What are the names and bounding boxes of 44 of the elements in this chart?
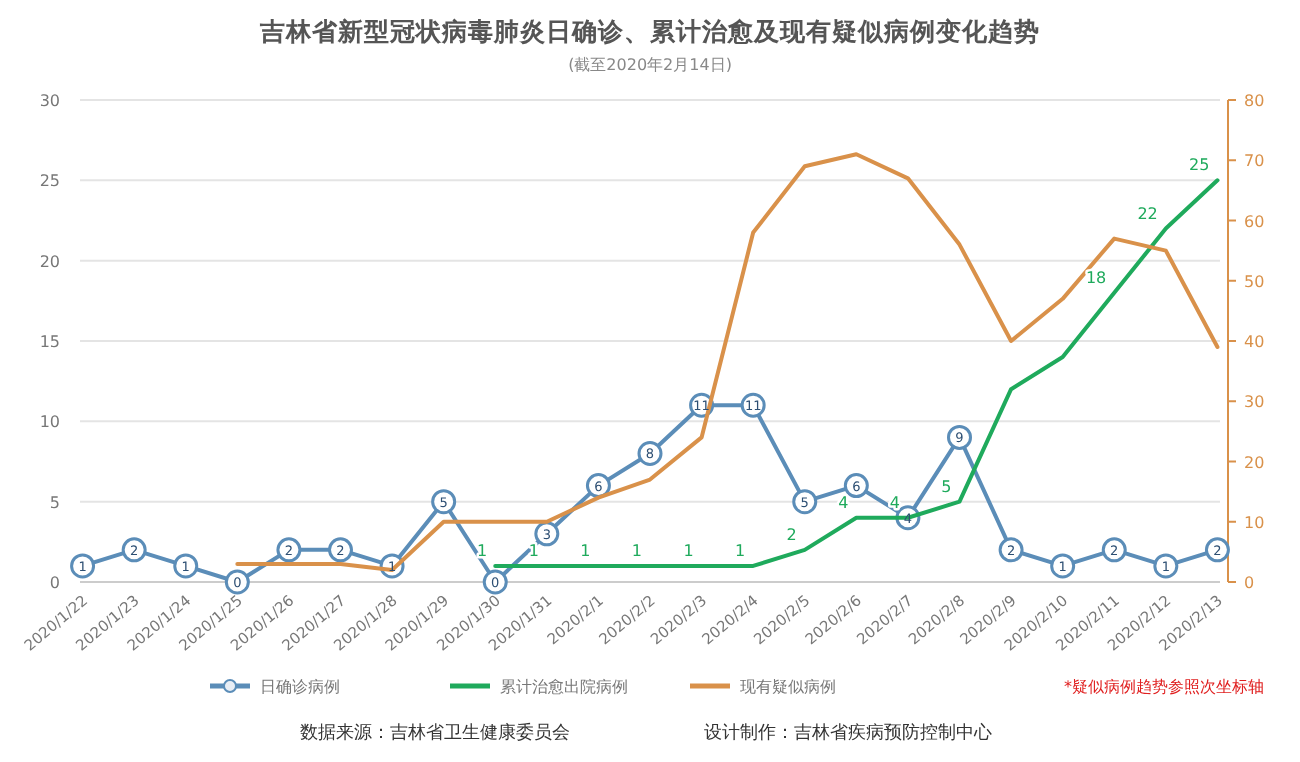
y2-tick-label: 0 (1244, 574, 1255, 592)
data-label: 2 (786, 525, 797, 544)
data-label: 1 (477, 541, 488, 560)
legend-label: 现有疑似病例 (740, 678, 836, 696)
text: 设计制作：吉林省疾病预防控制中心 (704, 722, 992, 744)
point (1101, 537, 1127, 563)
source-note: 数据来源：吉林省卫生健康委员会 (300, 722, 570, 744)
y2-tick-label: 30 (1244, 393, 1265, 412)
data-label: 4 (838, 493, 849, 512)
data-label: 1 (631, 541, 642, 560)
data-label: 22 (1137, 204, 1158, 223)
data-label: 1 (734, 541, 746, 560)
text: *疑似病例趋势参照次坐标轴 (1064, 678, 1264, 696)
chart-subtitle: (截至2020年2月14日) (568, 56, 732, 74)
legend-label: 累计治愈出院病例 (500, 678, 628, 696)
y2-tick-label: 20 (1244, 453, 1265, 472)
y-tick-label: 20 (39, 252, 60, 271)
point (173, 553, 199, 579)
y-tick-label: 0 (49, 574, 60, 592)
data-label: 25 (1189, 156, 1210, 175)
y-tick-label: 10 (39, 413, 60, 432)
y2-tick-label: 70 (1244, 152, 1265, 171)
point (1153, 553, 1179, 579)
data-label: 18 (1085, 268, 1107, 287)
data-label: 1 (580, 541, 591, 560)
point (998, 537, 1024, 563)
y2-tick-label: 80 (1244, 92, 1265, 110)
y2-tick-label: 10 (1244, 513, 1265, 532)
point (1050, 553, 1076, 579)
data-label: 4 (889, 493, 900, 512)
point (121, 537, 147, 563)
point (70, 553, 96, 579)
y-tick-label: 15 (39, 333, 60, 351)
y-tick-label: 25 (39, 172, 60, 191)
y-tick-label: 5 (49, 493, 60, 512)
chart-title: 吉林省新型冠状病毒肺炎日确诊、累计治愈及现有疑似病例变化趋势 (258, 16, 1040, 46)
y2-tick-label: 40 (1244, 333, 1265, 351)
legend-label: 日确诊病例 (260, 678, 340, 696)
line-series (493, 178, 1220, 568)
y2-tick-label: 50 (1244, 272, 1265, 291)
y2-tick-label: 60 (1244, 212, 1265, 231)
data-label: 5 (941, 477, 952, 496)
data-label: 1 (683, 541, 694, 560)
y-tick-label: 30 (39, 92, 60, 110)
